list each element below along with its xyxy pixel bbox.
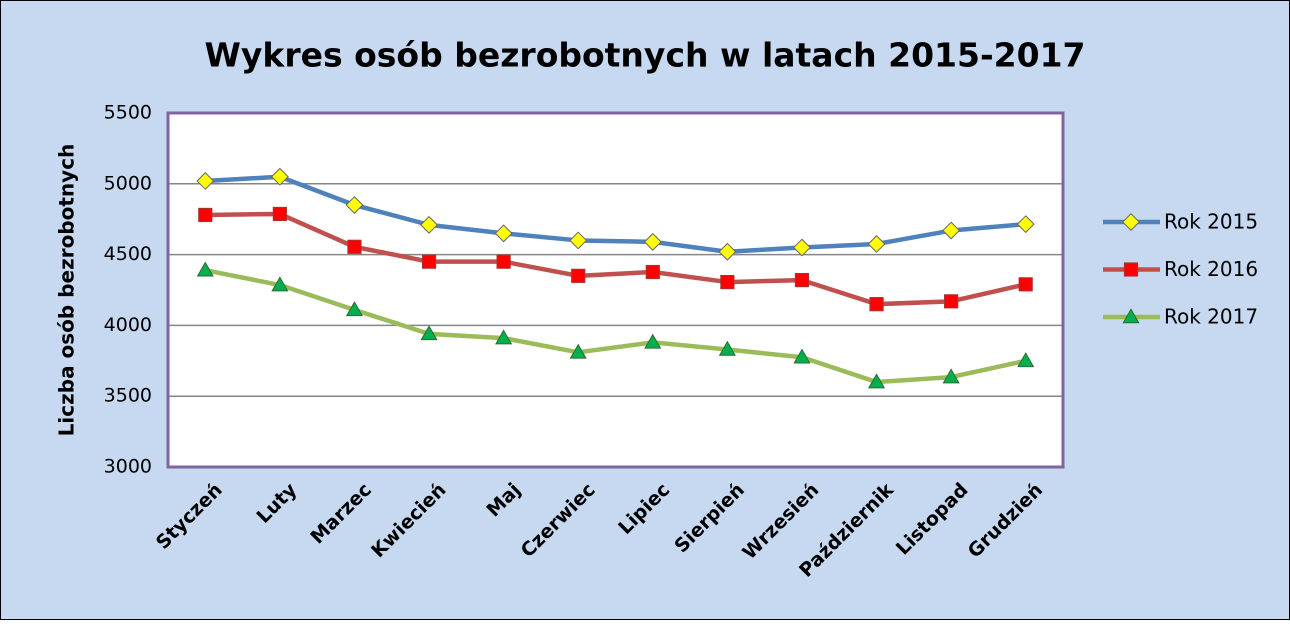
marker [645,264,660,280]
marker [869,297,884,312]
series-line [205,211,1027,307]
marker [495,329,513,345]
y-tick-label: 3500 [104,385,152,407]
legend-marker [1123,262,1139,277]
marker [196,261,214,277]
legend-label: Rok 2015 [1164,210,1258,234]
marker [271,276,289,292]
legend-marker [1122,213,1140,231]
legend-marker [1122,308,1140,324]
marker [1017,352,1035,368]
marker [196,172,215,190]
marker [494,224,513,243]
marker [496,254,511,269]
y-tick-label: 4000 [104,314,152,336]
marker [569,343,587,359]
marker [942,221,961,240]
marker [1016,215,1035,234]
y-axis-title: Liczba osób bezrobotnych [55,144,79,437]
marker [272,206,287,222]
marker [867,373,886,389]
y-tick-label: 5000 [104,172,152,194]
marker [644,333,662,349]
y-tick-label: 4500 [104,243,152,265]
legend-label: Rok 2017 [1164,305,1258,329]
plot-area [168,113,1063,467]
marker [942,368,960,384]
y-tick-label: 3000 [104,456,152,478]
marker [1018,277,1033,292]
chart-title: Wykres osób bezrobotnych w latach 2015-2… [204,36,1085,75]
marker [794,272,810,288]
marker [347,239,362,254]
marker [421,254,437,269]
marker [720,274,735,290]
marker [867,235,886,253]
marker [571,268,586,283]
marker [345,301,364,317]
marker [345,196,364,214]
marker [643,232,662,251]
y-tick-label: 5500 [104,102,152,124]
marker [793,238,811,257]
series-line [204,267,1027,385]
marker [569,231,588,250]
legend-label: Rok 2016 [1164,257,1258,281]
marker [270,167,289,186]
marker [718,340,736,356]
plot-border [166,111,1065,469]
series-line [205,174,1026,255]
marker [944,294,959,309]
marker [420,215,438,234]
marker [793,348,811,364]
marker [420,325,438,341]
marker [198,207,213,223]
marker [718,242,737,261]
